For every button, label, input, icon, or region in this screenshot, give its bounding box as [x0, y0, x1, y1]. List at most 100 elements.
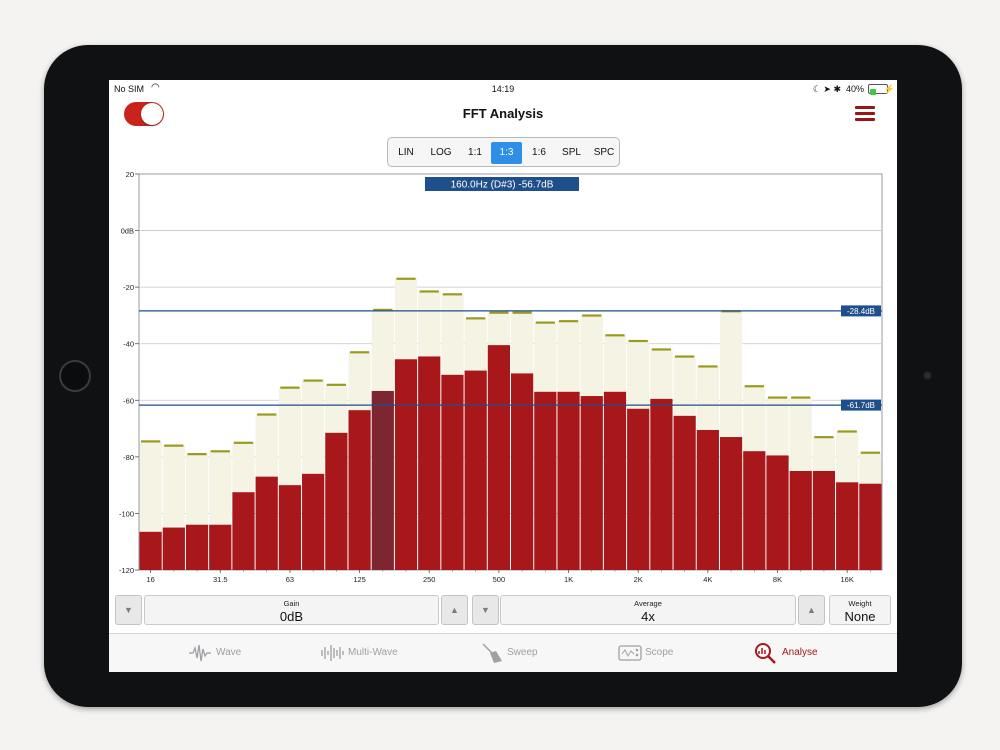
peak-marker	[605, 334, 625, 337]
navigation-bar: FFT Analysis	[109, 98, 897, 132]
level-marker-badge	[841, 305, 881, 317]
level-bar[interactable]	[511, 373, 534, 570]
average-field[interactable]: Average 4x	[500, 595, 796, 625]
level-bar[interactable]	[278, 485, 302, 570]
y-tick-label: -100	[119, 509, 134, 518]
level-bar[interactable]	[232, 492, 255, 570]
gain-label: Gain	[283, 599, 300, 608]
peak-marker	[210, 450, 230, 453]
selected-band-bar[interactable]	[371, 390, 394, 570]
status-bar: No SIM ◠ 14:19 ☾ ➤ ✱ 40% ⚡	[109, 80, 897, 98]
level-bar[interactable]	[255, 476, 278, 570]
peak-marker	[466, 317, 486, 320]
peak-marker	[373, 308, 393, 311]
level-bar[interactable]	[650, 398, 673, 570]
level-bar[interactable]	[557, 391, 580, 570]
level-marker-label: -28.4dB	[847, 307, 875, 316]
level-bar[interactable]	[789, 471, 812, 570]
x-tick-label: 31.5	[213, 575, 228, 584]
level-bar[interactable]	[673, 415, 696, 570]
peak-marker	[187, 453, 207, 456]
y-tick-label: -20	[123, 283, 134, 292]
level-bar[interactable]	[580, 396, 603, 570]
home-button[interactable]	[59, 360, 91, 392]
average-decrease-button[interactable]: ▼	[472, 595, 499, 625]
tab-label: Multi-Wave	[348, 647, 398, 658]
tab-label: Sweep	[507, 647, 538, 658]
status-time: 14:19	[491, 84, 515, 94]
peak-marker	[582, 314, 602, 317]
segment-spc[interactable]: SPC	[593, 147, 615, 158]
x-tick-label: 63	[286, 575, 294, 584]
x-tick-label: 16	[146, 575, 154, 584]
toggle-knob	[141, 103, 163, 125]
x-tick-label: 500	[493, 575, 506, 584]
waveform-icon	[189, 644, 211, 662]
level-marker-badge	[841, 399, 881, 411]
level-bar[interactable]	[441, 374, 464, 570]
segment-spl[interactable]: SPL	[562, 147, 581, 158]
segment-log[interactable]: LOG	[430, 147, 452, 158]
wifi-icon: ◠	[151, 82, 160, 93]
frequency-readout-text: 160.0Hz (D#3) -56.7dB	[451, 180, 554, 191]
peak-marker	[280, 386, 300, 389]
level-bar[interactable]	[696, 429, 719, 570]
level-bar[interactable]	[302, 473, 325, 570]
level-bar[interactable]	[348, 410, 371, 570]
menu-icon[interactable]	[855, 106, 875, 122]
level-bar[interactable]	[603, 391, 627, 570]
peak-marker	[675, 355, 695, 358]
peak-marker	[419, 290, 439, 293]
peak-marker	[651, 348, 672, 351]
level-bar[interactable]	[534, 391, 557, 570]
segment-1-1[interactable]: 1:1	[468, 147, 482, 158]
level-bar[interactable]	[162, 527, 185, 570]
oscilloscope-icon	[618, 645, 642, 661]
level-bar[interactable]	[185, 524, 209, 570]
peak-marker	[628, 339, 648, 343]
tab-bar: Wave Multi-Wave Sweep Scope	[109, 633, 897, 672]
level-bar[interactable]	[487, 345, 510, 570]
level-bar[interactable]	[743, 451, 766, 570]
level-bar[interactable]	[766, 455, 789, 570]
level-bar[interactable]	[325, 432, 348, 570]
segment-lin[interactable]: LIN	[398, 147, 414, 158]
average-increase-button[interactable]: ▲	[798, 595, 825, 625]
level-bar[interactable]	[719, 437, 743, 570]
fft-chart[interactable]: 20 0dB -20 -40 -60 -80 -100 -120 16 31.5 63 125 250 5…	[109, 172, 897, 602]
segment-1-6[interactable]: 1:6	[532, 147, 546, 158]
level-bar[interactable]	[394, 359, 418, 570]
level-bar[interactable]	[812, 471, 836, 570]
gain-field[interactable]: Gain 0dB	[144, 595, 439, 625]
x-tick-label: 250	[423, 575, 436, 584]
gain-value: 0dB	[279, 609, 304, 624]
y-tick-label: -40	[123, 340, 134, 349]
segment-1-3[interactable]: 1:3	[491, 142, 522, 164]
peak-marker	[535, 321, 555, 324]
peak-marker	[396, 277, 416, 280]
gain-increase-button[interactable]: ▲	[441, 595, 468, 625]
peak-marker	[164, 444, 184, 447]
weight-field[interactable]: Weight None	[829, 595, 891, 625]
level-bar[interactable]	[836, 482, 859, 570]
y-tick-label: 20	[126, 172, 134, 179]
peak-marker	[512, 311, 532, 314]
tab-label: Analyse	[782, 647, 818, 658]
average-value: 4x	[641, 609, 655, 624]
analyse-magnifier-icon	[755, 643, 776, 664]
x-tick-label: 8K	[773, 575, 782, 584]
level-bar[interactable]	[418, 356, 441, 570]
y-tick-label: 0dB	[121, 227, 134, 236]
level-bar[interactable]	[139, 531, 162, 570]
level-bar[interactable]	[627, 408, 650, 570]
peak-marker	[489, 311, 509, 314]
power-toggle[interactable]	[124, 102, 164, 126]
multi-waveform-icon	[321, 645, 344, 661]
level-bar[interactable]	[859, 483, 882, 570]
x-tick-label: 4K	[703, 575, 712, 584]
level-bar[interactable]	[209, 524, 232, 570]
gain-decrease-button[interactable]: ▼	[115, 595, 142, 625]
level-bar[interactable]	[464, 370, 487, 570]
app-screen: No SIM ◠ 14:19 ☾ ➤ ✱ 40% ⚡ FFT Analysis …	[109, 80, 897, 672]
sweep-brush-icon	[482, 643, 502, 663]
